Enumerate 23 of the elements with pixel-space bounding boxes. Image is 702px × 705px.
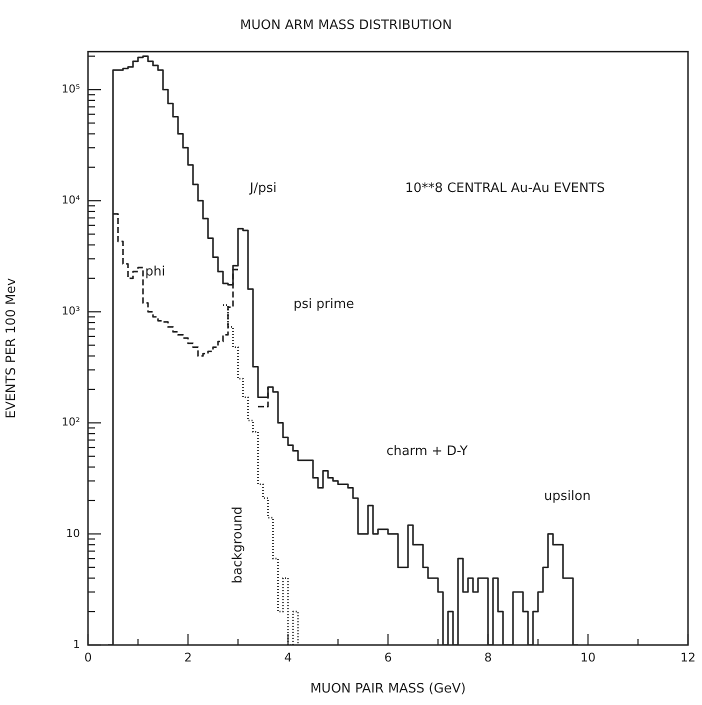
- chart-title: MUON ARM MASS DISTRIBUTION: [240, 18, 452, 34]
- x-tick-label: 10: [580, 650, 596, 664]
- y-tick-label: 10⁵: [62, 82, 80, 96]
- x-tick-label: 6: [384, 650, 392, 664]
- annotation: psi prime: [293, 296, 354, 312]
- y-tick-label: 10³: [62, 304, 80, 318]
- y-axis-title: EVENTS PER 100 Mev: [4, 278, 20, 419]
- x-tick-label: 0: [84, 650, 92, 664]
- annotation: phi: [145, 264, 166, 280]
- y-tick-label: 10: [66, 526, 80, 540]
- annotation: upsilon: [544, 489, 591, 504]
- annotation: J/psi: [248, 181, 277, 196]
- x-axis-title: MUON PAIR MASS (GeV): [310, 682, 466, 697]
- text: background: [230, 506, 246, 584]
- x-tick-label: 8: [484, 650, 492, 664]
- y-tick-label: 10²: [62, 416, 80, 429]
- x-tick-label: 12: [680, 650, 696, 664]
- annotation: 10**8 CENTRAL Au-Au EVENTS: [405, 181, 605, 196]
- x-tick-label: 2: [184, 650, 192, 664]
- y-tick-label: 1: [73, 638, 80, 651]
- y-tick-label: 10⁴: [62, 194, 81, 207]
- x-tick-label: 4: [284, 650, 292, 664]
- annotation: charm + D-Y: [386, 444, 468, 459]
